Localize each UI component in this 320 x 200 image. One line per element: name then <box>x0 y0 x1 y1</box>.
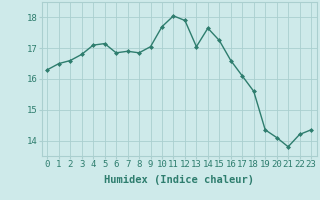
X-axis label: Humidex (Indice chaleur): Humidex (Indice chaleur) <box>104 175 254 185</box>
